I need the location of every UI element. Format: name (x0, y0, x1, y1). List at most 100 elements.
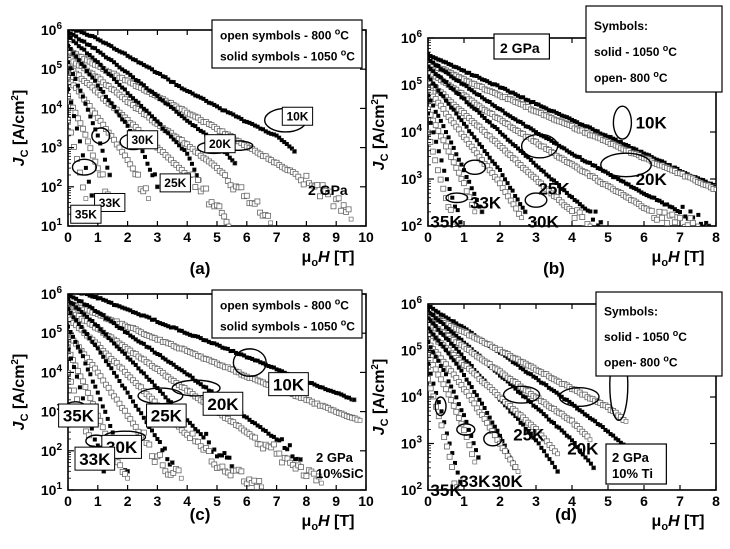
data-point (498, 168, 502, 173)
data-point (295, 456, 300, 461)
data-point (428, 385, 434, 392)
data-point (106, 98, 111, 103)
data-point (279, 138, 284, 143)
data-point (331, 389, 336, 394)
data-point (670, 205, 675, 210)
data-point (590, 217, 595, 222)
y-tick-label: 102 (401, 217, 423, 234)
data-point (133, 98, 138, 103)
x-tick-label: 3 (532, 229, 540, 245)
data-point (477, 75, 482, 80)
data-point (152, 350, 157, 355)
data-point (459, 352, 464, 357)
data-point (474, 448, 478, 453)
x-tick-label: 2 (124, 229, 132, 245)
data-point (135, 171, 141, 178)
data-point (259, 484, 265, 490)
data-point (549, 177, 554, 182)
series-10K-1050 (68, 30, 297, 154)
data-point (82, 47, 87, 52)
data-point (462, 168, 466, 173)
data-point (274, 133, 279, 138)
temperature-label: 33K (99, 196, 121, 210)
data-point (436, 113, 441, 118)
data-point (319, 182, 326, 189)
data-point (231, 112, 236, 117)
data-point (513, 117, 518, 122)
data-point (70, 334, 75, 339)
data-point (547, 457, 552, 462)
data-point (198, 382, 203, 387)
data-point (160, 98, 165, 103)
data-point (82, 64, 87, 69)
data-point (456, 336, 461, 341)
data-point (539, 409, 544, 414)
data-point (428, 98, 433, 103)
data-point (449, 85, 454, 90)
data-point (428, 138, 434, 145)
data-point (474, 108, 479, 113)
data-point (244, 355, 249, 360)
data-point (108, 423, 113, 428)
x-tick-label: 2 (496, 229, 504, 245)
data-point (114, 374, 119, 379)
series-25K-1050 (428, 64, 604, 226)
data-point (271, 365, 276, 370)
temperature-label: 35K (75, 208, 97, 222)
data-point (544, 414, 549, 419)
series-30K-1050 (428, 74, 528, 215)
data-point (247, 417, 252, 422)
data-point (453, 460, 457, 465)
data-point (179, 368, 184, 373)
group-ellipse (524, 192, 548, 208)
data-point (603, 427, 608, 432)
data-point (182, 87, 187, 92)
data-point (526, 124, 531, 129)
data-point (444, 80, 448, 85)
y-tick-label: 104 (401, 123, 423, 140)
data-point (472, 90, 477, 95)
data-point (109, 338, 114, 343)
data-point (179, 146, 184, 151)
data-point (575, 406, 580, 411)
data-point (490, 159, 495, 164)
data-point (73, 339, 78, 344)
data-point (428, 54, 433, 59)
data-point (467, 179, 472, 184)
data-point (518, 95, 523, 100)
data-point (498, 433, 502, 438)
data-point (74, 30, 79, 33)
data-point (541, 412, 546, 417)
data-point (510, 142, 515, 147)
data-point (117, 462, 124, 469)
data-point (166, 324, 171, 329)
data-point (428, 361, 430, 366)
data-point (193, 93, 198, 98)
data-point (500, 85, 505, 90)
data-point (158, 97, 163, 102)
data-point (541, 381, 546, 386)
data-point (696, 212, 701, 217)
data-point (129, 165, 136, 172)
data-point (459, 118, 464, 123)
data-point (436, 338, 441, 343)
data-point (572, 440, 577, 445)
data-point (456, 115, 461, 120)
data-point (120, 349, 125, 354)
data-point (464, 419, 469, 424)
data-point (444, 372, 448, 377)
data-point (217, 343, 222, 348)
x-tick-label: 4 (183, 493, 191, 509)
data-point (282, 140, 287, 145)
data-point (171, 325, 176, 330)
data-point (268, 220, 273, 226)
data-point (523, 124, 528, 129)
data-point (464, 84, 469, 89)
data-point (557, 112, 562, 117)
data-point (144, 108, 149, 113)
panel-a: 0 1 2 3 4 5 6 7 8 9 10 101 102 103 104 105 106 10K 20K 25K 3… (10, 19, 374, 278)
data-point (101, 313, 106, 318)
data-point (513, 193, 518, 198)
data-point (528, 372, 533, 377)
data-point (508, 185, 513, 190)
